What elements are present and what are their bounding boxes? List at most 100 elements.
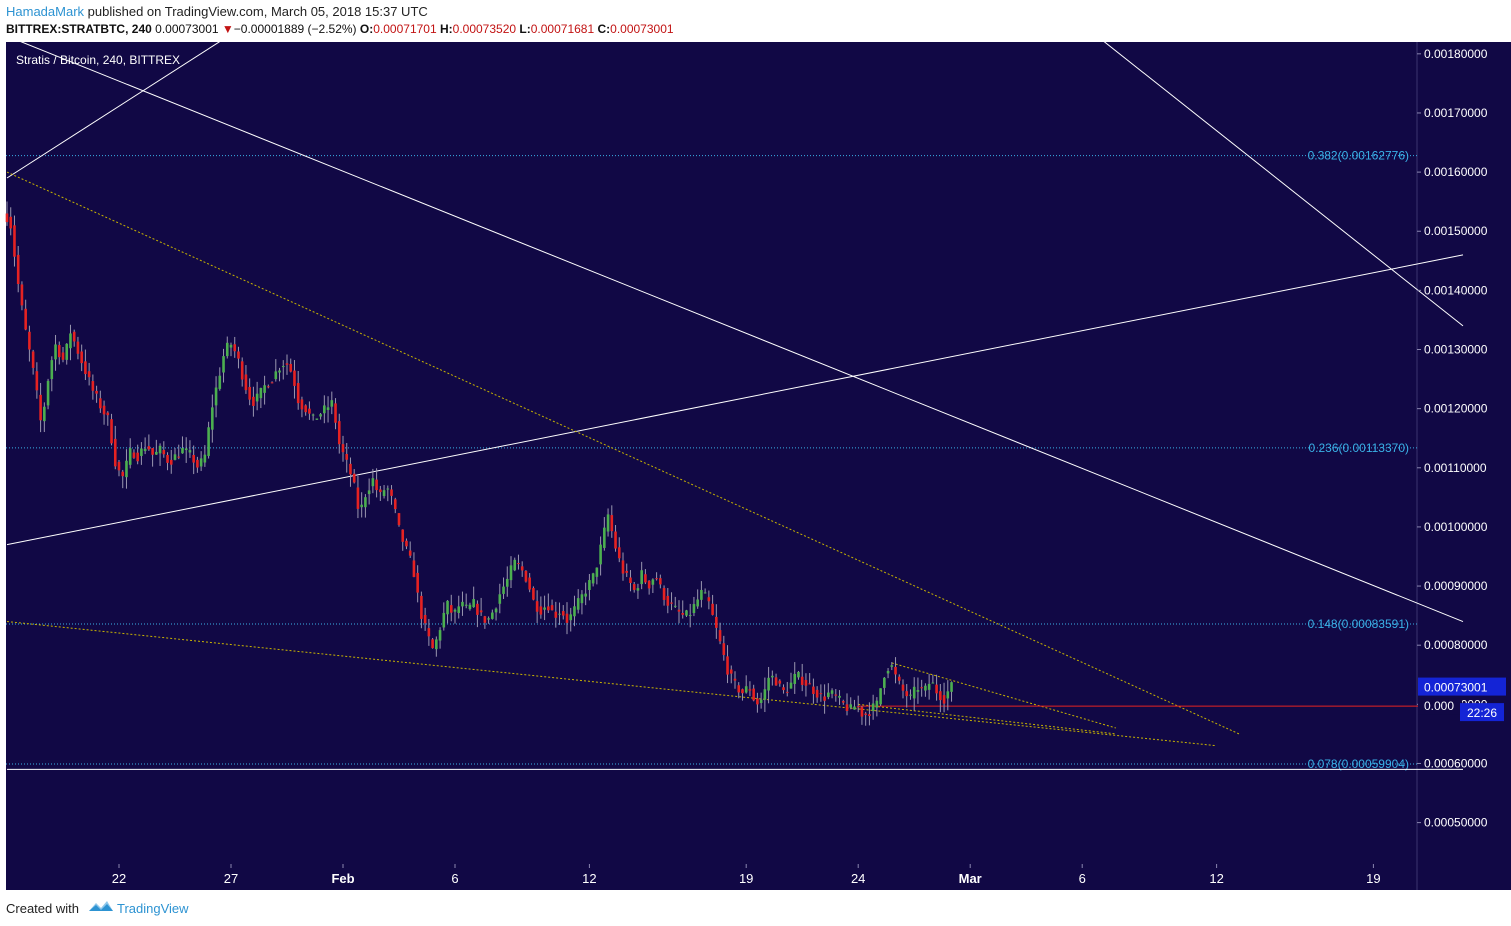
ohlc-line: BITTREX:STRATBTC, 240 0.00073001 ▼−0.000…: [6, 22, 674, 36]
candle-body: [435, 639, 438, 650]
chart-area[interactable]: 0.382(0.00162776) 0.236(0.00113370) 0.148(…: [0, 0, 1511, 890]
candle-body: [644, 574, 647, 583]
candle-body: [715, 616, 718, 628]
candle-body: [416, 572, 419, 593]
candle-body: [771, 675, 774, 678]
candle-body: [166, 454, 169, 463]
candle-body: [763, 689, 767, 700]
last-price: 0.00073001: [155, 22, 219, 36]
dotted-trendline[interactable]: [891, 662, 1116, 729]
candle-body: [550, 605, 554, 611]
candle-body: [576, 598, 580, 610]
tradingview-link[interactable]: TradingView: [117, 901, 189, 916]
created-with-label: Created with: [6, 901, 79, 916]
candle-body: [9, 216, 13, 229]
symbol-label: BITTREX:STRATBTC, 240: [6, 22, 152, 36]
candle-body: [54, 344, 57, 360]
x-tick-label: 19: [1366, 871, 1380, 886]
candle-body: [360, 504, 363, 508]
price-axis[interactable]: [1417, 42, 1511, 890]
candle-body: [815, 689, 819, 698]
candle-body: [233, 344, 237, 352]
x-tick-label: 12: [582, 871, 596, 886]
dotted-trendline[interactable]: [6, 171, 1240, 735]
dotted-trendline[interactable]: [6, 621, 1217, 747]
y-tick-label: 0.00080000: [1424, 638, 1488, 652]
candle-body: [617, 547, 621, 559]
fib-label: 0.382(0.00162776): [1308, 149, 1409, 163]
y-tick-label: 0.00130000: [1424, 343, 1488, 357]
candle-body: [502, 586, 505, 594]
candle-body: [931, 682, 935, 684]
candle-body: [897, 676, 901, 681]
candle-body: [685, 610, 688, 616]
candle-body: [812, 686, 815, 694]
trendline[interactable]: [1081, 23, 1464, 327]
chart-title: Stratis / Bitcoin, 240, BITTREX: [16, 53, 180, 67]
candle-body: [726, 656, 729, 675]
trendline[interactable]: [6, 35, 1464, 623]
candle-body: [782, 687, 785, 691]
candle-body: [520, 566, 524, 571]
candle-body: [367, 490, 371, 495]
candle-body: [43, 406, 46, 422]
candle-body: [759, 699, 763, 704]
trendline[interactable]: [6, 254, 1464, 546]
candle-body: [319, 414, 322, 417]
candle-body: [894, 666, 897, 675]
candle-body: [334, 403, 337, 423]
candle-body: [20, 284, 24, 306]
candle-body: [296, 383, 300, 404]
y-tick-label: 0.00170000: [1424, 106, 1488, 120]
author-link[interactable]: HamadaMark: [6, 4, 85, 19]
candle-body: [491, 612, 494, 619]
time-axis[interactable]: [6, 864, 1417, 890]
low-label: L:: [519, 22, 531, 36]
open-label: O:: [359, 22, 374, 36]
candle-body: [285, 363, 289, 365]
candle-body: [752, 688, 755, 701]
candle-body: [222, 356, 225, 373]
candle-body: [498, 594, 502, 604]
candle-body: [640, 570, 643, 585]
candle-body: [244, 374, 248, 391]
candle-body: [457, 606, 461, 613]
y-tick-label: 0.00110000: [1424, 461, 1487, 475]
candle-body: [886, 670, 890, 674]
candle-body: [748, 689, 752, 691]
x-tick-label: 22: [112, 871, 126, 886]
candle-body: [793, 673, 797, 684]
candle-body: [412, 560, 416, 577]
candle-body: [729, 669, 733, 674]
candle-body: [345, 453, 349, 460]
candle-body: [509, 565, 513, 581]
candle-body: [16, 254, 20, 285]
candle-body: [162, 450, 166, 455]
dotted-trendline[interactable]: [858, 703, 1116, 735]
candle-body: [28, 331, 31, 350]
candle-body: [61, 352, 65, 360]
down-arrow-icon: ▼: [221, 22, 234, 36]
candle-body: [304, 405, 307, 413]
candle-body: [688, 615, 692, 617]
candle-body: [300, 399, 304, 410]
candle-body: [647, 580, 651, 589]
candle-body: [50, 360, 54, 380]
candle-body: [868, 714, 871, 717]
candle-body: [80, 351, 83, 364]
x-tick-label: 6: [451, 871, 458, 886]
price-chart[interactable]: 0.382(0.00162776) 0.236(0.00113370) 0.148(…: [0, 0, 1511, 890]
candle-body: [830, 690, 834, 694]
candle-body: [192, 454, 195, 463]
candle-body: [651, 579, 655, 585]
candle-body: [311, 414, 315, 416]
candle-body: [181, 448, 184, 454]
countdown-tag: [1460, 703, 1504, 722]
close-label: C:: [597, 22, 611, 36]
candle-body: [472, 599, 475, 608]
candle-body: [909, 694, 912, 696]
candle-body: [875, 700, 879, 708]
candle-body: [662, 588, 666, 600]
candle-body: [155, 451, 158, 455]
candle-body: [614, 531, 617, 549]
